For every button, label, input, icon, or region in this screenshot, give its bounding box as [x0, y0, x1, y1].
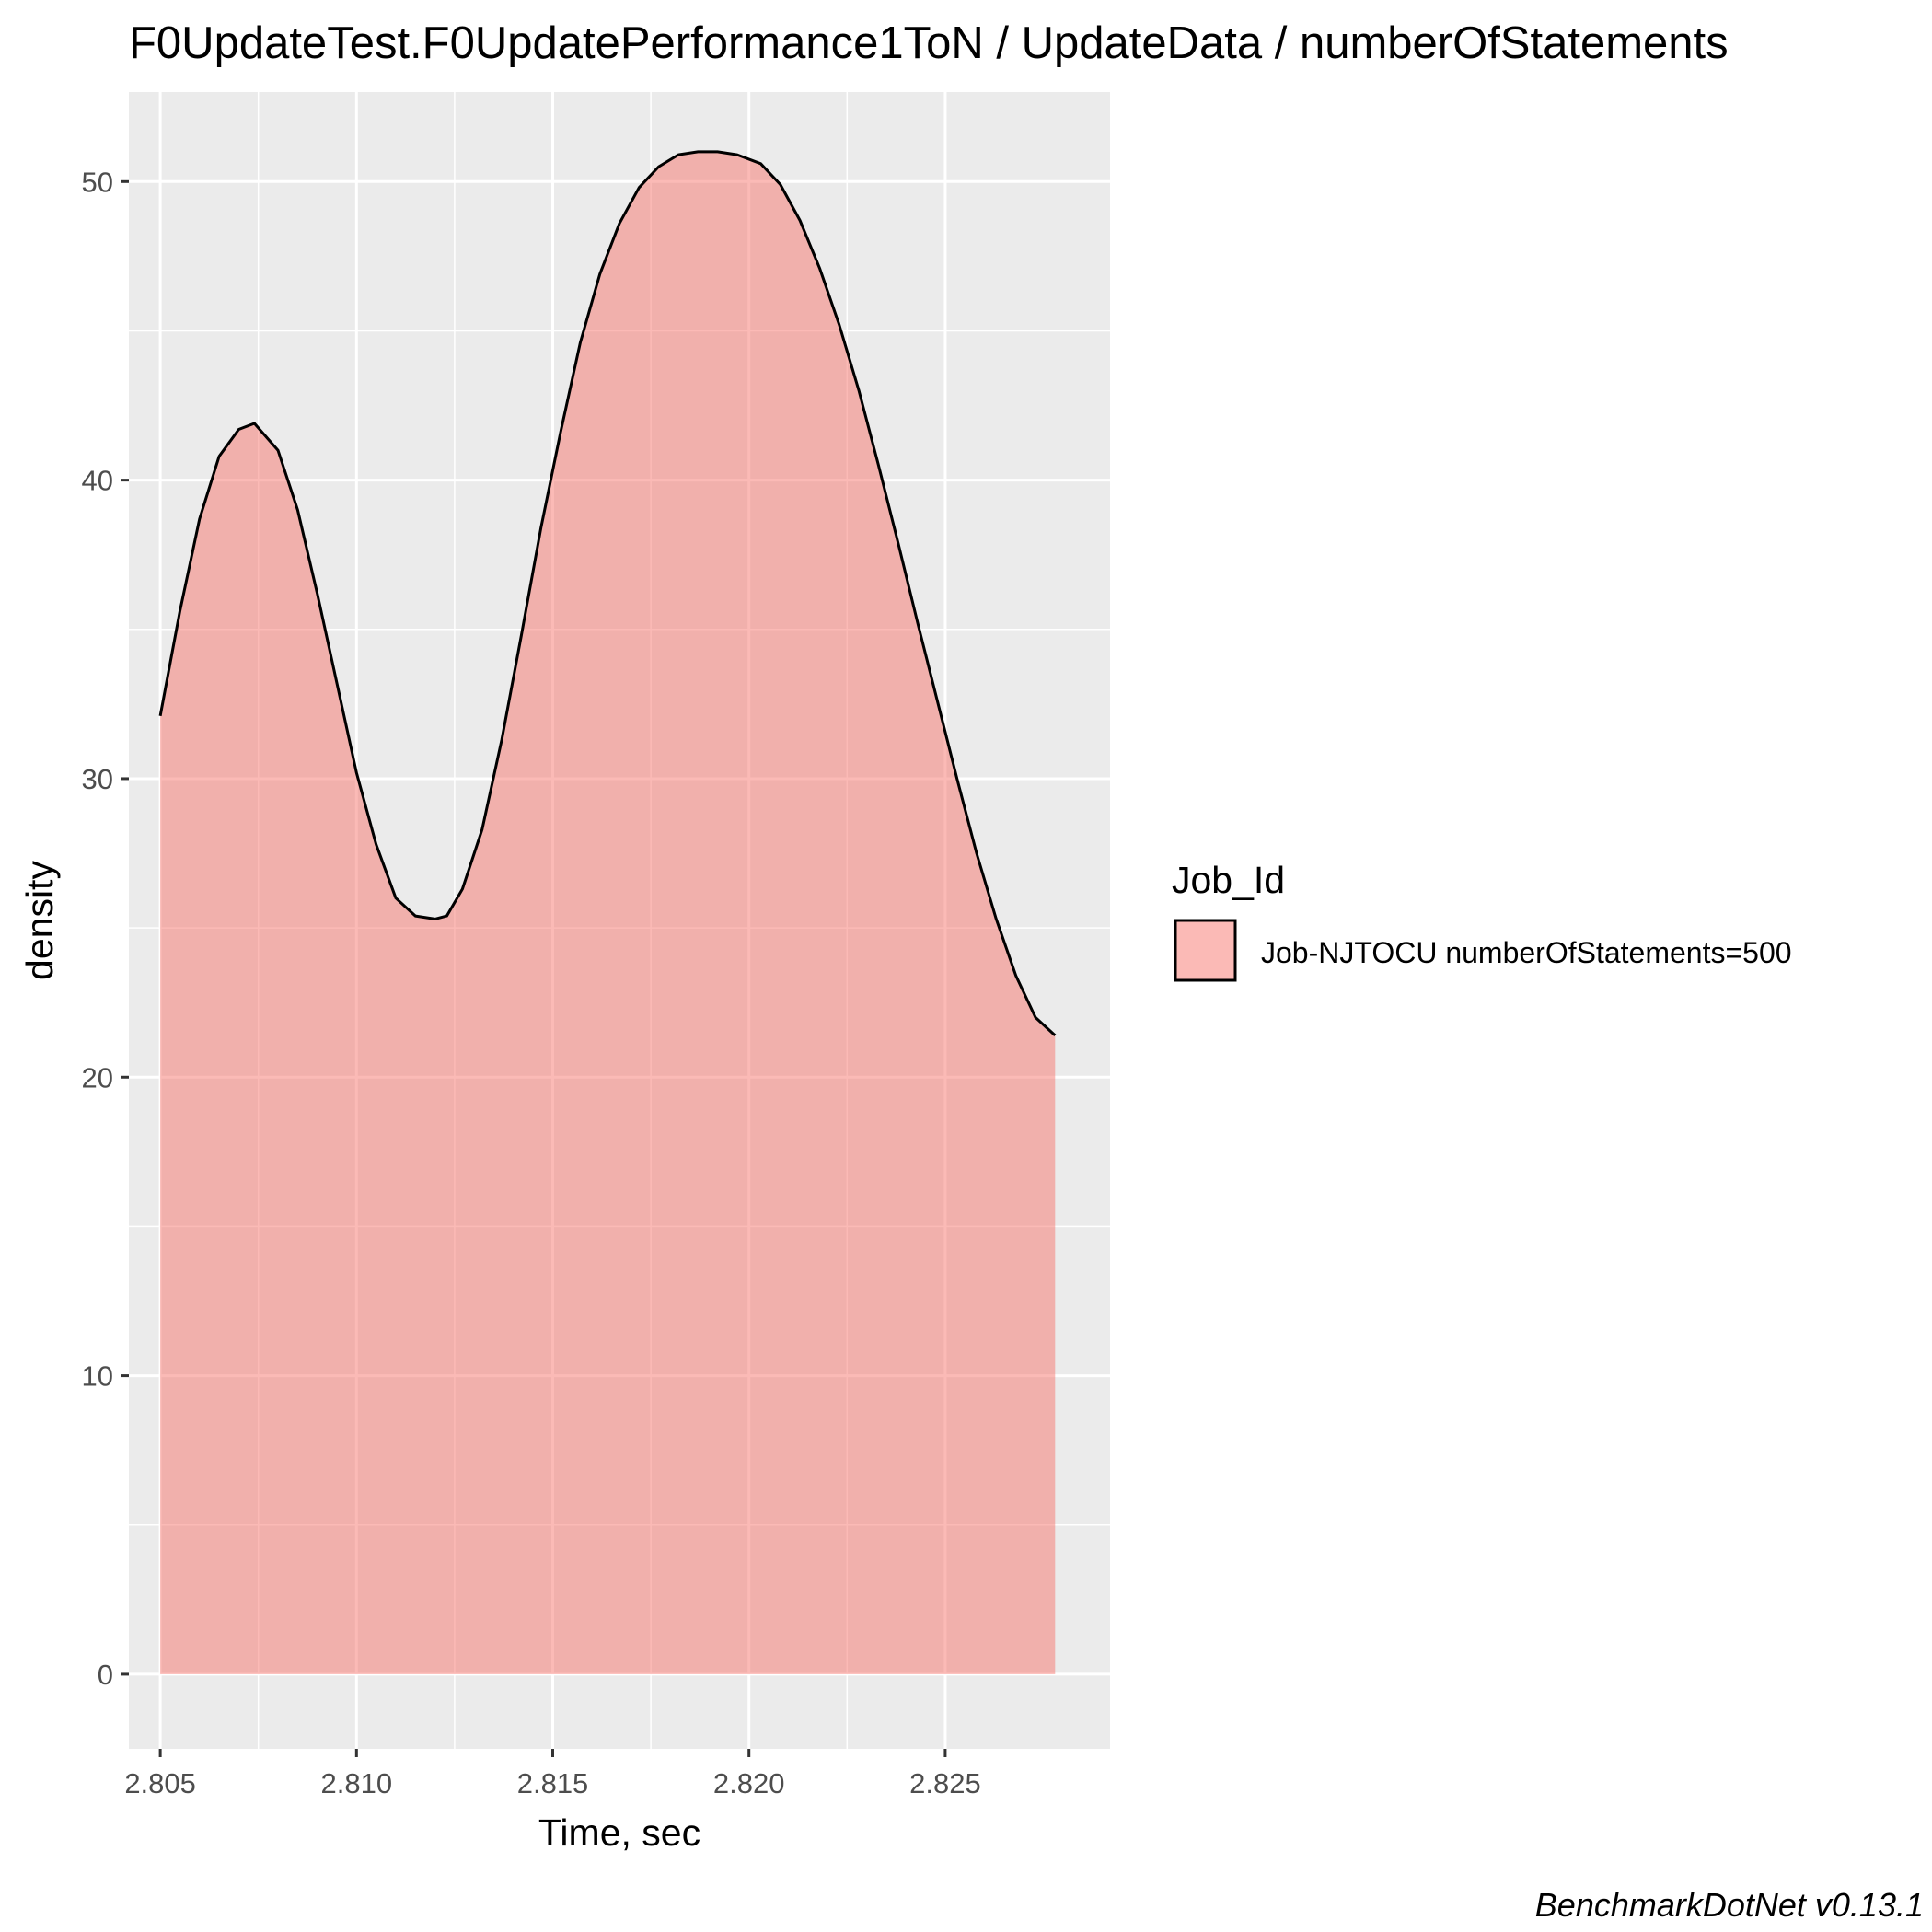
y-tick-label: 0 — [98, 1659, 113, 1691]
x-axis-title: Time, sec — [538, 1811, 700, 1854]
x-axis: 2.805 2.810 2.815 2.820 2.825 — [124, 1749, 981, 1799]
chart-title: F0UpdateTest.F0UpdatePerformance1ToN / U… — [129, 18, 1729, 68]
y-axis-title: density — [18, 861, 61, 980]
x-tick-label: 2.815 — [517, 1767, 589, 1799]
x-tick-label: 2.805 — [124, 1767, 196, 1799]
x-tick-label: 2.820 — [713, 1767, 785, 1799]
x-tick-label: 2.825 — [909, 1767, 981, 1799]
legend: Job_Id Job-NJTOCU numberOfStatements=500 — [1172, 859, 1792, 982]
y-tick-label: 10 — [82, 1360, 113, 1393]
y-tick-label: 30 — [82, 763, 113, 795]
legend-title: Job_Id — [1172, 859, 1285, 901]
legend-entry-label: Job-NJTOCU numberOfStatements=500 — [1261, 936, 1792, 969]
y-tick-label: 50 — [82, 166, 113, 198]
y-tick-label: 40 — [82, 465, 113, 497]
y-tick-label: 20 — [82, 1061, 113, 1093]
caption: BenchmarkDotNet v0.13.1 — [1535, 1886, 1924, 1924]
legend-key-swatch — [1174, 919, 1237, 982]
x-tick-label: 2.810 — [321, 1767, 393, 1799]
series-layer — [158, 150, 1057, 1674]
y-axis: 0 10 20 30 40 50 — [82, 166, 129, 1691]
density-line — [158, 150, 1057, 1037]
density-area — [160, 151, 1056, 1674]
